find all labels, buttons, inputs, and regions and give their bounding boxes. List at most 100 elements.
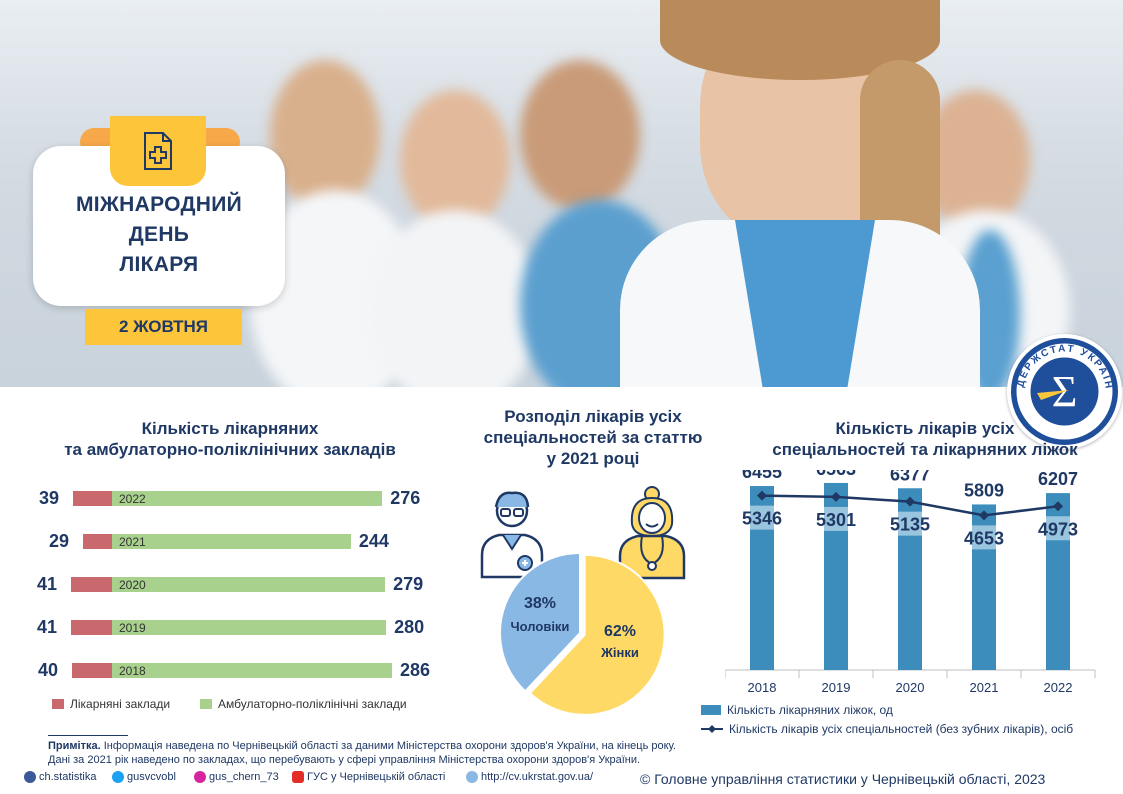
men-text: Чоловіки <box>510 619 570 634</box>
male-doctor-icon <box>480 491 544 579</box>
right-chart-title: Кількість лікарів усіх спеціальностей та… <box>772 419 1078 459</box>
left-chart-title: Кількість лікарняних та амбулаторно-полі… <box>64 419 396 459</box>
men-percent: 38% <box>523 595 557 612</box>
derzhstat-logo: Σ ДЕРЖСТАТ УКРАЇНИ <box>1006 330 1122 449</box>
hospital-bar <box>83 534 112 549</box>
footnote-line2: Дані за 2021 рік наведено по закладах, щ… <box>48 754 641 766</box>
ambulatory-bar <box>112 663 392 678</box>
hospital-bar <box>71 620 112 635</box>
legend-line-doctors <box>701 725 723 733</box>
year-label: 2020 <box>119 578 146 592</box>
hospital-bar <box>72 663 112 678</box>
doctors-value: 4973 <box>1038 519 1078 539</box>
left-bar-chart: 2022 39 276 2021 29 244 2020 41 279 2019 41 280 2018… <box>0 480 460 680</box>
doctors-beds-combo-chart: 6455 2018 5346 6563 2019 5301 6377 2020 5135 5809… <box>725 470 1096 695</box>
year-label: 2018 <box>119 664 146 678</box>
middle-chart-title: Розподіл лікарів усіх спеціальностей за … <box>483 407 703 468</box>
legend-ambulatory: Амбулаторно-поліклінічні заклади <box>200 697 407 711</box>
hospital-bar <box>71 577 112 592</box>
ambulatory-value: 276 <box>390 488 421 508</box>
legend-label-ambulatory: Амбулаторно-поліклінічні заклади <box>218 697 407 711</box>
note-label: Примітка. <box>48 740 101 752</box>
hero-photo <box>0 0 1123 387</box>
doctors-value: 5135 <box>890 515 930 535</box>
doctors-point <box>1053 501 1063 512</box>
social-twitter[interactable]: gusvcvobl <box>112 771 176 783</box>
pie-slice-men <box>499 551 581 693</box>
hospital-value: 41 <box>37 617 58 637</box>
year-tick-label: 2020 <box>896 680 925 695</box>
ambulatory-bar <box>112 620 387 635</box>
footnote-divider <box>48 735 128 736</box>
facebook-handle: ch.statistika <box>39 771 97 783</box>
ambulatory-value: 280 <box>394 617 425 637</box>
ambulatory-value: 286 <box>400 660 431 680</box>
doctors-value: 4653 <box>964 528 1004 548</box>
hospital-value: 41 <box>37 574 58 594</box>
social-instagram[interactable]: gus_chern_73 <box>194 771 279 783</box>
beds-value: 6455 <box>742 470 782 482</box>
women-percent: 62% <box>603 623 637 640</box>
legend-swatch-hospitals <box>52 699 64 709</box>
legend-beds: Кількість лікарняних ліжок, од <box>701 703 893 717</box>
copyright: © Головне управління статистики у Чернів… <box>640 771 1046 787</box>
doctors-label-bg <box>824 506 848 531</box>
document-medical-icon <box>110 116 206 186</box>
doctors-point <box>979 510 989 521</box>
legend-label-doctors: Кількість лікарів усіх спеціальностей (б… <box>729 722 1074 736</box>
globe-icon <box>466 771 478 783</box>
social-website[interactable]: http://cv.ukrstat.gov.ua/ <box>466 771 593 783</box>
page-title: МІЖНАРОДНИЙ ДЕНЬ ЛІКАРЯ <box>75 193 243 276</box>
doctors-label-bg <box>750 505 774 530</box>
hospital-value: 40 <box>38 660 59 680</box>
doctors-point <box>831 491 841 502</box>
legend-hospitals: Лікарняні заклади <box>52 697 170 711</box>
website-url: http://cv.ukrstat.gov.ua/ <box>481 771 594 783</box>
legend-swatch-ambulatory <box>200 699 212 709</box>
year-label: 2022 <box>119 492 146 506</box>
twitter-handle: gusvcvobl <box>127 771 176 783</box>
youtube-channel: ГУС у Чернівецькій області <box>307 771 446 783</box>
pie-slice-women <box>528 553 666 716</box>
ambulatory-bar <box>112 491 383 506</box>
year-label: 2019 <box>119 621 146 635</box>
instagram-icon <box>194 771 206 783</box>
doctors-point <box>757 490 767 501</box>
beds-value: 6207 <box>1038 470 1078 489</box>
legend-label-beds: Кількість лікарняних ліжок, од <box>727 703 893 717</box>
women-text: Жінки <box>601 645 639 660</box>
year-tick-label: 2022 <box>1044 680 1073 695</box>
facebook-icon <box>24 771 36 783</box>
hospital-value: 29 <box>49 531 70 551</box>
female-doctor-icon <box>618 486 686 580</box>
beds-value: 6563 <box>816 470 856 479</box>
twitter-icon <box>112 771 124 783</box>
ambulatory-bar <box>112 534 351 549</box>
ambulatory-value: 279 <box>393 574 424 594</box>
ambulatory-bar <box>112 577 386 592</box>
gender-pie-chart <box>499 551 666 716</box>
instagram-handle: gus_chern_73 <box>209 771 279 783</box>
doctors-label-bg <box>898 511 922 536</box>
doctors-value: 5346 <box>742 509 782 529</box>
youtube-icon <box>292 771 304 783</box>
doctors-label-bg <box>972 525 996 550</box>
social-facebook[interactable]: ch.statistika <box>24 771 96 783</box>
doctors-point <box>905 496 915 507</box>
legend-label-hospitals: Лікарняні заклади <box>70 697 171 711</box>
hospital-bar <box>73 491 112 506</box>
date-badge: 2 ЖОВТНЯ <box>85 309 242 345</box>
beds-value: 6377 <box>890 470 930 484</box>
men-label: 38% Чоловіки <box>510 595 570 634</box>
year-tick-label: 2019 <box>822 680 851 695</box>
beds-value: 5809 <box>964 480 1004 500</box>
legend-doctors: Кількість лікарів усіх спеціальностей (б… <box>701 722 1073 736</box>
social-youtube[interactable]: ГУС у Чернівецькій області <box>292 771 445 783</box>
hospital-value: 39 <box>39 488 60 508</box>
doctors-label-bg <box>1046 516 1070 541</box>
year-tick-label: 2021 <box>970 680 999 695</box>
year-tick-label: 2018 <box>748 680 777 695</box>
year-label: 2021 <box>119 535 146 549</box>
note-text: Інформація наведена по Чернівецькій обла… <box>100 740 676 752</box>
